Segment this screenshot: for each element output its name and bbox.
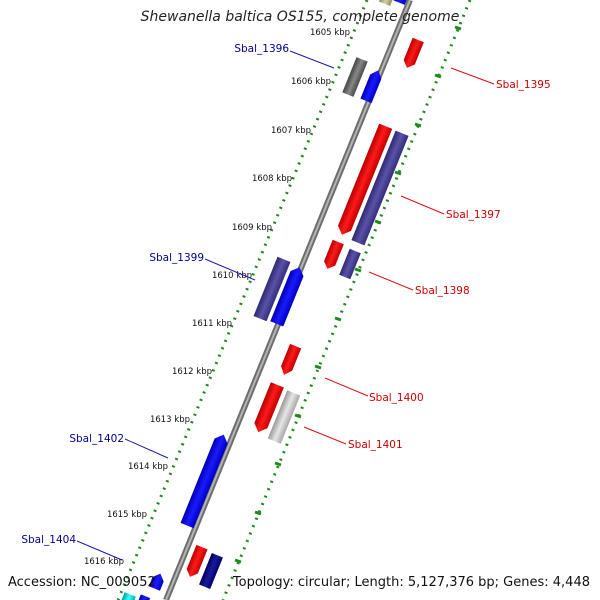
- genome-summary: Topology: circular; Length: 5,127,376 bp…: [232, 575, 590, 590]
- gene-sbal-1401-red[interactable]: [252, 382, 284, 435]
- gene-sbal-1396-grey[interactable]: [342, 57, 368, 97]
- gene-sbal-1399-blue[interactable]: [270, 265, 306, 327]
- tick-label: 1614 kbp: [128, 462, 168, 472]
- gene-sbal-1397-red[interactable]: [335, 123, 393, 238]
- gene-bottom-cyan[interactable]: [120, 592, 136, 600]
- tick-label: 1605 kbp: [310, 28, 350, 38]
- gene-sbal-1399[interactable]: [253, 256, 291, 322]
- tick-label: 1607 kbp: [271, 126, 311, 136]
- gene-sbal-1400[interactable]: [278, 343, 302, 377]
- gene-label-sbal-1402: Sbal_1402: [69, 433, 124, 445]
- tick-label: 1608 kbp: [252, 174, 292, 184]
- gene-sbal-1401[interactable]: [267, 390, 301, 444]
- tick-label: 1606 kbp: [291, 77, 331, 87]
- tick-label: 1611 kbp: [192, 319, 232, 329]
- gene-sbal-1404[interactable]: [148, 571, 166, 591]
- gene-label-sbal-1400: Sbal_1400: [369, 392, 424, 404]
- tick-label: 1616 kbp: [84, 557, 124, 567]
- tick-label: 1615 kbp: [107, 510, 147, 520]
- gene-sbal-1398-red[interactable]: [322, 239, 344, 271]
- gene-bottom-blue[interactable]: [137, 594, 151, 600]
- gene-bottom-red[interactable]: [184, 544, 208, 579]
- gene-label-sbal-1404: Sbal_1404: [21, 534, 76, 546]
- gene-label-sbal-1395: Sbal_1395: [496, 79, 551, 91]
- gene-sbal-1395[interactable]: [401, 37, 424, 70]
- gene-bottom-navy[interactable]: [199, 552, 223, 590]
- left-ruler: [116, 0, 369, 600]
- gene-label-sbal-1398: Sbal_1398: [415, 285, 470, 297]
- gene-label-sbal-1397: Sbal_1397: [446, 209, 501, 221]
- gene-label-sbal-1401: Sbal_1401: [348, 439, 403, 451]
- gene-label-sbal-1396: Sbal_1396: [234, 43, 289, 55]
- gene-sbal-1402[interactable]: [180, 432, 231, 529]
- tick-label: 1612 kbp: [172, 367, 212, 377]
- right-ruler-ticks: [234, 25, 462, 564]
- gene-sbal-1396[interactable]: [360, 68, 383, 104]
- callout-lines-reverse: [303, 67, 495, 445]
- tick-labels: 1605 kbp 1606 kbp 1607 kbp 1608 kbp 1609…: [84, 28, 350, 567]
- callout-lines-forward: [76, 50, 335, 561]
- gene-label-sbal-1399: Sbal_1399: [149, 252, 204, 264]
- tick-label: 1613 kbp: [150, 415, 190, 425]
- tick-label: 1610 kbp: [212, 271, 252, 281]
- gene-sbal-1397[interactable]: [351, 130, 409, 246]
- accession-label: Accession: NC_009052: [8, 575, 156, 590]
- map-title: Shewanella baltica OS155, complete genom…: [140, 9, 460, 25]
- gene-sbal-1398[interactable]: [339, 248, 361, 280]
- gene-top-khaki[interactable]: [378, 0, 397, 6]
- tick-label: 1609 kbp: [232, 223, 272, 233]
